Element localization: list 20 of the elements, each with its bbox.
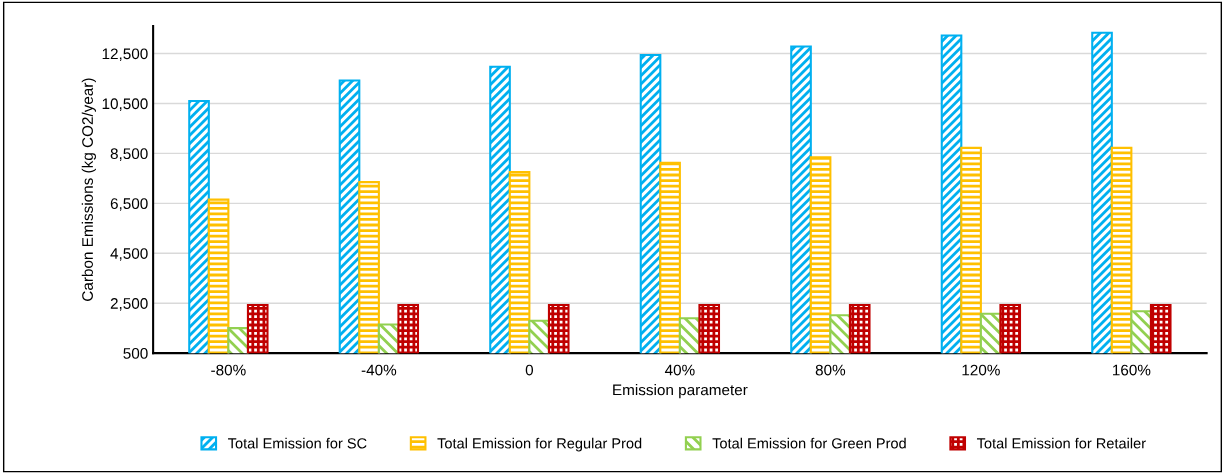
y-tick-label: 10,500	[102, 98, 148, 111]
legend-label: Total Emission for Green Prod	[712, 437, 906, 449]
y-tick-label: 4,500	[110, 248, 148, 261]
x-tick-label: -40%	[361, 364, 397, 376]
legend-label: Total Emission for Retailer	[976, 437, 1146, 449]
x-tick-label: -80%	[211, 364, 246, 376]
legend-label: Total Emission for Regular Prod	[437, 437, 642, 452]
y-tick-label: 8,500	[110, 148, 148, 161]
y-axis-title: Carbon Emissions (kg CO2/year)	[81, 78, 96, 301]
y-tick-label: 500	[123, 348, 148, 359]
x-tick-label: 80%	[815, 364, 846, 376]
x-tick-label: 40%	[664, 364, 695, 376]
y-tick-label: 2,500	[110, 298, 148, 311]
legend-label: Total Emission for SC	[228, 437, 367, 449]
x-tick-label: 160%	[1113, 364, 1151, 376]
x-tick-label: 0	[525, 364, 534, 376]
y-tick-label: 6,500	[110, 198, 148, 211]
x-axis-title: Emission parameter	[613, 384, 748, 399]
y-tick-label: 12,500	[102, 48, 148, 62]
x-tick-label: 120%	[962, 364, 1000, 376]
